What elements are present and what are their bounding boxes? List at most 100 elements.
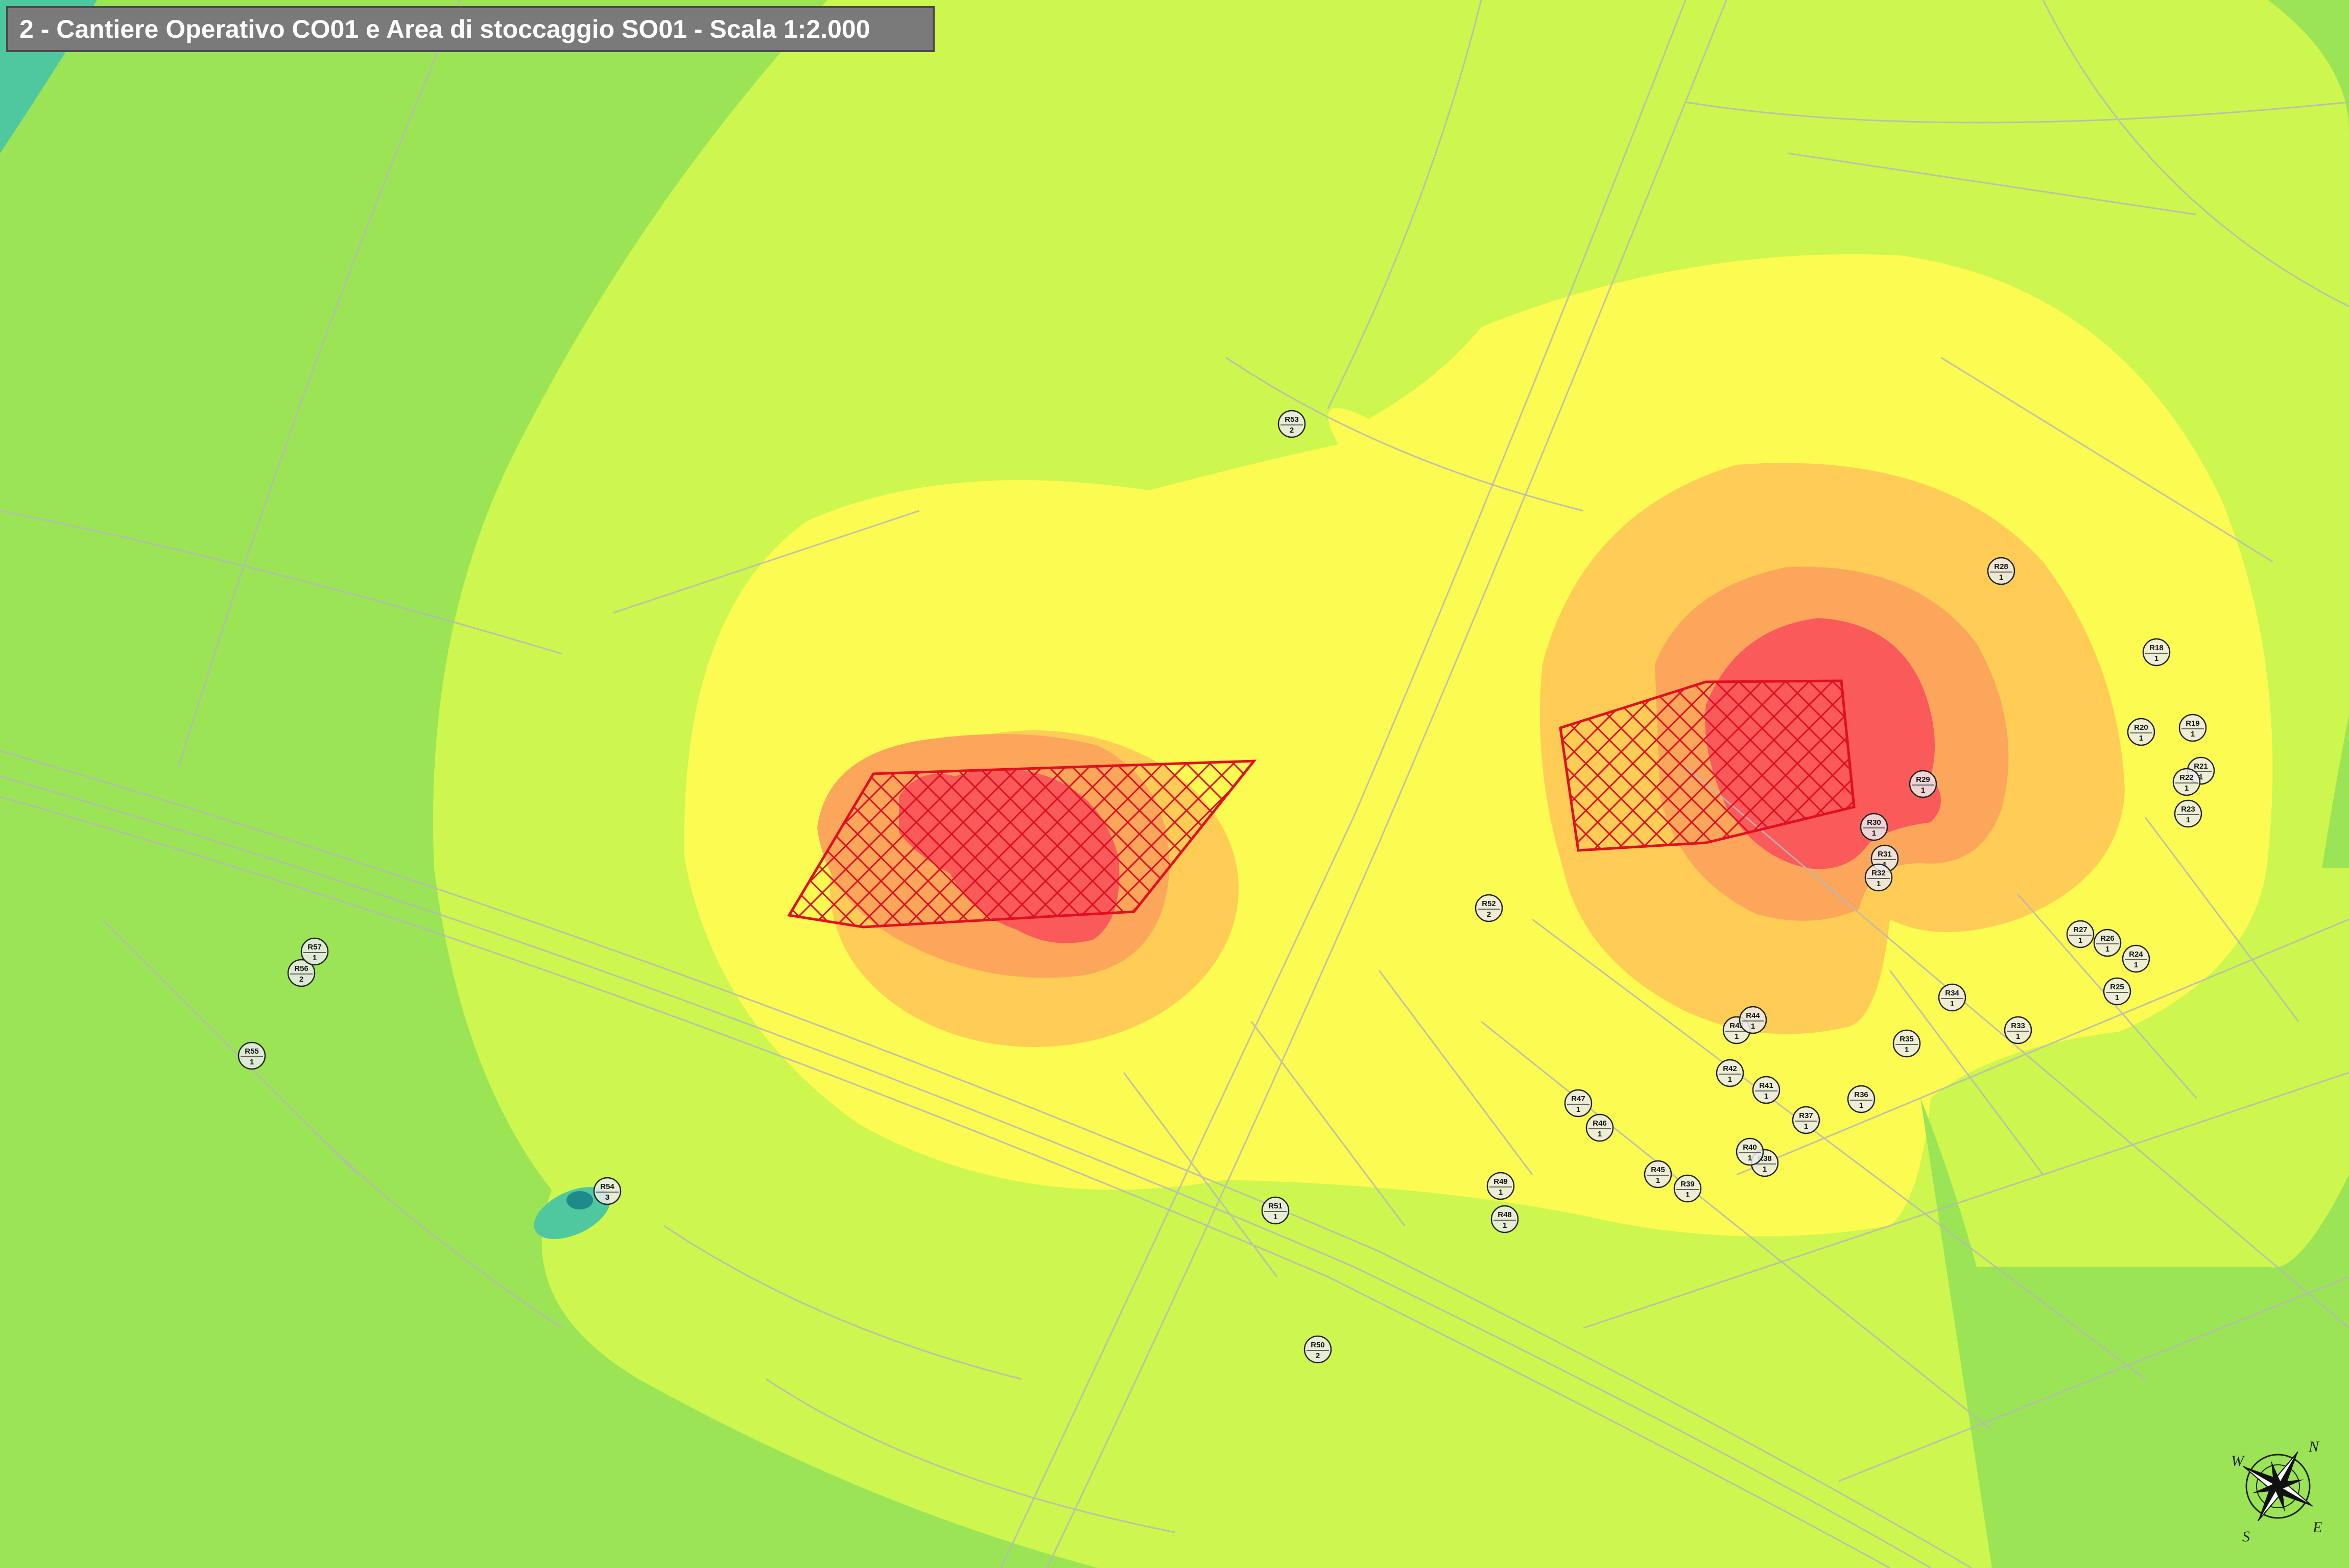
receptor-floors: 1 bbox=[1921, 786, 1925, 795]
receptor-id: R30 bbox=[1867, 818, 1881, 827]
receptor-id: R40 bbox=[1743, 1143, 1757, 1152]
compass-north-label: N bbox=[2308, 1438, 2320, 1455]
receptor-marker bbox=[1486, 1172, 1515, 1200]
receptor-id: R52 bbox=[1482, 899, 1496, 908]
receptor-id: R55 bbox=[245, 1047, 259, 1056]
receptor-floors: 1 bbox=[1686, 1191, 1690, 1199]
receptor-id: R47 bbox=[1571, 1095, 1585, 1103]
receptor-marker bbox=[593, 1177, 622, 1205]
receptor-floors: 1 bbox=[2185, 784, 2189, 793]
receptor-id: R22 bbox=[2179, 773, 2194, 782]
receptor-id: R49 bbox=[1493, 1177, 1508, 1186]
receptor-floors: 1 bbox=[1804, 1122, 1808, 1131]
receptor-id: R45 bbox=[1651, 1166, 1665, 1174]
receptor-floors: 1 bbox=[1598, 1130, 1602, 1138]
receptor-marker bbox=[1909, 770, 1937, 798]
receptor-marker bbox=[1752, 1076, 1781, 1104]
receptor-floors: 1 bbox=[2078, 936, 2082, 945]
receptor-marker bbox=[1716, 1059, 1744, 1087]
receptor-id: R48 bbox=[1498, 1210, 1512, 1219]
receptor-id: R46 bbox=[1593, 1119, 1607, 1128]
receptor-floors: 1 bbox=[250, 1058, 254, 1066]
receptor-marker bbox=[1277, 410, 1306, 438]
receptor-marker bbox=[300, 937, 329, 966]
receptor-id: R25 bbox=[2110, 983, 2124, 991]
receptor-id: R39 bbox=[1680, 1180, 1695, 1189]
receptor-id: R33 bbox=[2011, 1021, 2025, 1030]
receptor-id: R44 bbox=[1746, 1011, 1760, 1020]
receptor-layer: R181R191R201R211R221R231R241R251R261R271… bbox=[238, 410, 2215, 1364]
receptor-floors: 1 bbox=[1735, 1032, 1739, 1041]
receptor-floors: 1 bbox=[1751, 1022, 1755, 1031]
receptor-marker bbox=[1847, 1085, 1876, 1113]
receptor-floors: 1 bbox=[2191, 730, 2195, 739]
receptor-floors: 1 bbox=[1999, 573, 2003, 582]
receptor-id: R54 bbox=[600, 1182, 614, 1191]
receptor-floors: 1 bbox=[1905, 1046, 1909, 1054]
receptor-floors: 1 bbox=[2154, 654, 2158, 663]
receptor-id: R28 bbox=[1994, 562, 2008, 571]
receptor-marker bbox=[2178, 714, 2207, 742]
site-polygon-so01[interactable] bbox=[1559, 679, 1856, 852]
receptor-id: R18 bbox=[2149, 644, 2164, 652]
receptor-marker bbox=[238, 1041, 266, 1070]
receptor-marker bbox=[1490, 1205, 1519, 1233]
receptor-floors: 1 bbox=[1503, 1221, 1507, 1230]
receptor-floors: 1 bbox=[2199, 773, 2203, 781]
receptor-id: R41 bbox=[1759, 1081, 1773, 1090]
receptor-marker bbox=[2122, 944, 2150, 973]
receptor-marker bbox=[2142, 638, 2171, 667]
receptor-marker bbox=[2172, 768, 2201, 796]
receptor-floors: 1 bbox=[1273, 1213, 1277, 1221]
receptor-marker bbox=[1303, 1335, 1332, 1364]
receptor-marker bbox=[1261, 1196, 1290, 1225]
receptor-floors: 1 bbox=[1656, 1176, 1660, 1185]
receptor-floors: 1 bbox=[2139, 734, 2143, 743]
receptor-floors: 1 bbox=[1499, 1188, 1503, 1197]
site-polygon-co01[interactable] bbox=[787, 759, 1257, 929]
receptor-r22[interactable]: R22 1 bbox=[2172, 768, 2201, 796]
receptor-id: R19 bbox=[2186, 719, 2200, 728]
receptor-id: R23 bbox=[2181, 805, 2195, 814]
receptor-floors: 2 bbox=[1316, 1351, 1320, 1360]
receptor-floors: 1 bbox=[1950, 1000, 1954, 1008]
receptor-marker bbox=[2103, 977, 2131, 1006]
